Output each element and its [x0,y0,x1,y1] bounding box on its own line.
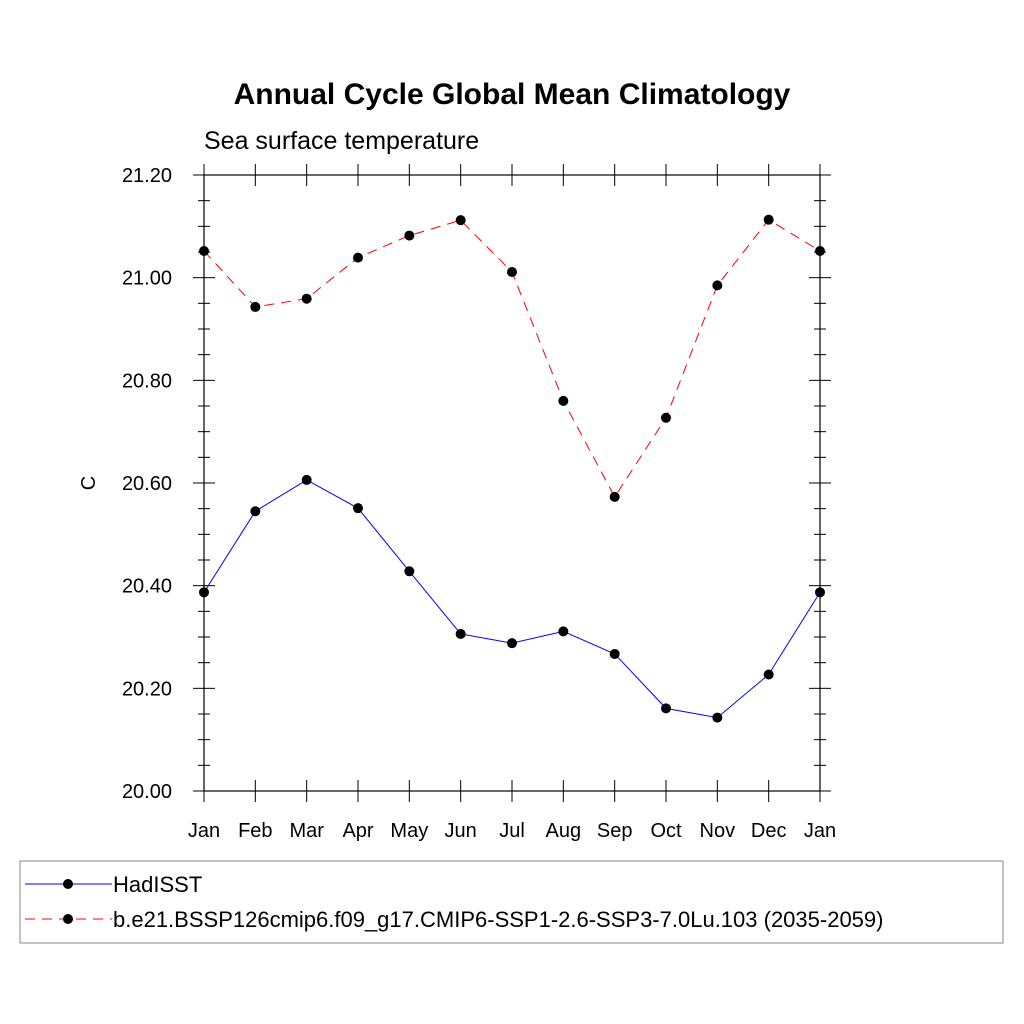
legend-marker [63,879,73,889]
y-tick-label: 20.80 [122,370,172,392]
y-tick-label: 21.20 [122,165,172,187]
data-point [301,293,312,304]
chart-title: Annual Cycle Global Mean Climatology [234,78,791,111]
legend-marker [63,914,73,924]
data-point [353,252,363,263]
x-tick-label: Feb [238,820,272,842]
data-point [712,712,723,723]
chart-subtitle: Sea surface temperature [204,127,479,155]
legend-box [19,860,1004,944]
y-tick-label: 21.00 [122,268,172,290]
x-tick-label: Jul [499,820,525,842]
x-tick-label: Oct [650,820,682,842]
x-tick-label: Sep [597,820,633,842]
data-point [250,301,261,312]
data-point [404,566,415,577]
data-point [815,587,825,598]
x-tick-label: Jan [804,820,836,842]
x-tick-label: Nov [700,820,736,842]
data-point [661,412,671,423]
data-point [507,638,517,649]
data-point [558,626,569,637]
x-tick-label: Mar [289,820,324,842]
data-point [763,214,774,225]
data-point [455,215,466,226]
data-point [301,474,312,485]
y-tick-label: 20.20 [122,678,172,700]
x-tick-label: May [390,820,428,842]
legend-label: HadISST [113,872,202,897]
data-point [661,703,671,714]
data-point [250,506,261,517]
data-point [199,245,209,256]
y-tick-label: 20.40 [122,576,172,598]
legend-label: b.e21.BSSP126cmip6.f09_g17.CMIP6-SSP1-2.… [113,907,883,932]
x-tick-label: Aug [546,820,582,842]
axis-ticks: Jan Feb Mar Apr May Jun Jul Aug Sep Oct Nov Dec Jan 2… [122,164,836,842]
y-axis-label: C [78,476,100,490]
data-point [763,669,774,680]
x-tick-label: Apr [342,820,373,842]
data-point [712,280,723,291]
series-line-1 [203,219,821,498]
data-point [404,230,415,241]
x-tick-label: Jun [445,820,477,842]
legend: HadISST b.e21.BSSP126cmip6.f09_g17.CMIP6-… [19,860,1004,944]
data-point [199,587,209,598]
data-point [507,267,517,278]
data-point [815,245,825,256]
y-tick-label: 20.60 [122,473,172,495]
series-layer [199,214,825,723]
data-point [353,503,363,514]
data-point [609,491,620,502]
y-tick-label: 20.00 [122,781,172,803]
x-tick-label: Jan [188,820,220,842]
data-point [558,395,569,406]
series-line-0 [203,479,821,719]
data-point [609,648,620,659]
data-point [455,628,466,639]
x-tick-label: Dec [751,820,787,842]
